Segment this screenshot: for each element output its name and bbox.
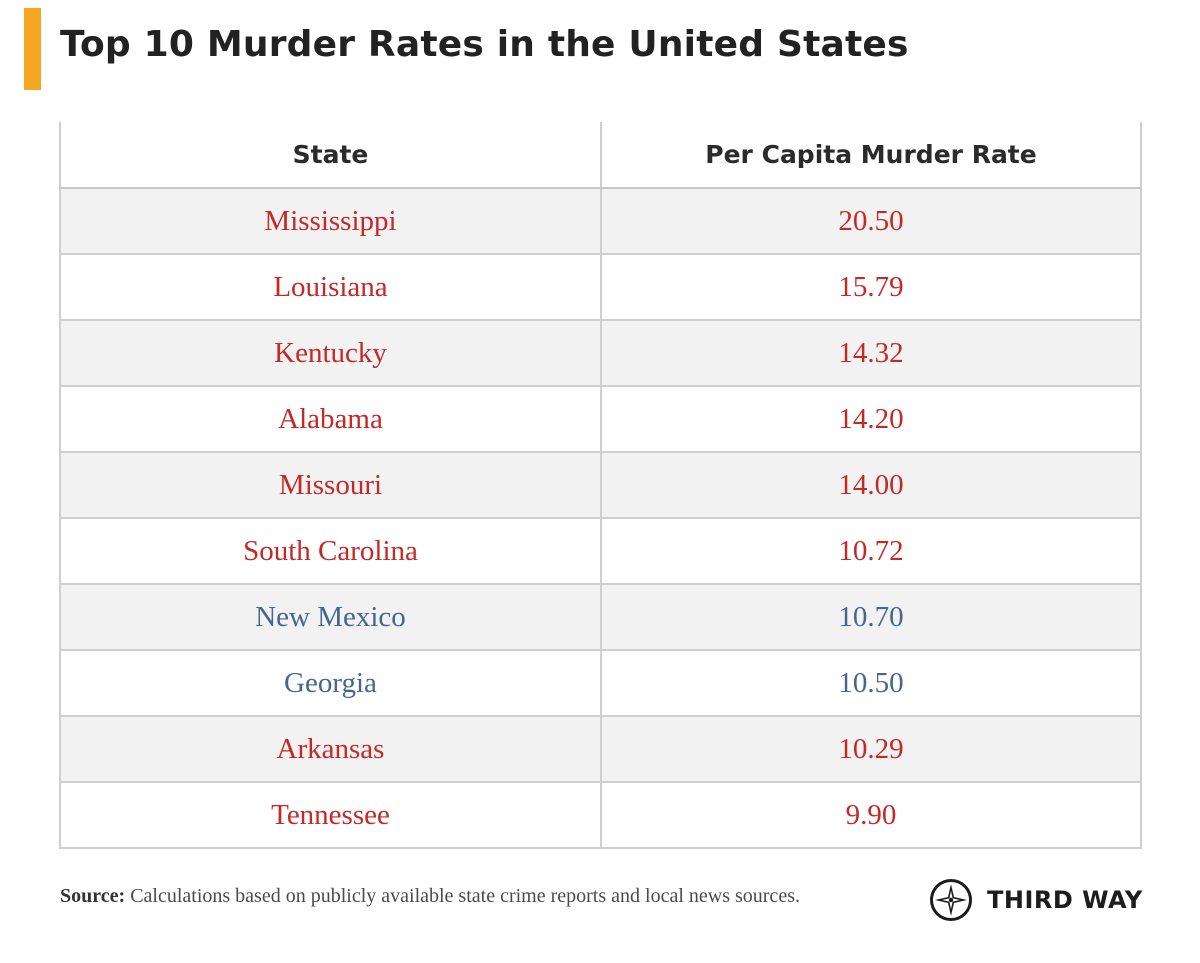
table-row: Tennessee 9.90 (59, 781, 1142, 849)
table-row: New Mexico 10.70 (59, 583, 1142, 651)
page-title: Top 10 Murder Rates in the United States (60, 24, 909, 65)
table-row: Louisiana 15.79 (59, 253, 1142, 321)
rate-cell: 14.00 (600, 451, 1142, 519)
state-cell: Kentucky (59, 319, 602, 387)
table-body: Mississippi 20.50 Louisiana 15.79 Kentucky 14… (59, 187, 1142, 849)
title-accent-bar (24, 8, 41, 90)
rate-cell: 10.29 (600, 715, 1142, 783)
state-cell: Tennessee (59, 781, 602, 849)
state-cell: South Carolina (59, 517, 602, 585)
table-row: Georgia 10.50 (59, 649, 1142, 717)
rate-cell: 9.90 (600, 781, 1142, 849)
rate-cell: 20.50 (600, 187, 1142, 255)
column-header-state: State (59, 122, 602, 189)
third-way-logo: THIRD WAY (929, 877, 1143, 923)
table-header-row: State Per Capita Murder Rate (59, 122, 1142, 189)
table-row: Mississippi 20.50 (59, 187, 1142, 255)
table-row: Missouri 14.00 (59, 451, 1142, 519)
state-cell: Alabama (59, 385, 602, 453)
logo-text: THIRD WAY (987, 886, 1143, 914)
column-header-rate: Per Capita Murder Rate (600, 122, 1142, 189)
state-cell: Arkansas (59, 715, 602, 783)
compass-icon (930, 879, 972, 921)
state-cell: New Mexico (59, 583, 602, 651)
state-cell: Georgia (59, 649, 602, 717)
murder-rate-table: State Per Capita Murder Rate Mississippi… (59, 122, 1142, 849)
state-cell: Louisiana (59, 253, 602, 321)
table-row: Arkansas 10.29 (59, 715, 1142, 783)
table-row: South Carolina 10.72 (59, 517, 1142, 585)
rate-cell: 10.72 (600, 517, 1142, 585)
source-note: Source: Calculations based on publicly a… (60, 885, 800, 908)
rate-cell: 14.32 (600, 319, 1142, 387)
table-row: Alabama 14.20 (59, 385, 1142, 453)
rate-cell: 10.50 (600, 649, 1142, 717)
state-cell: Missouri (59, 451, 602, 519)
rate-cell: 14.20 (600, 385, 1142, 453)
table-row: Kentucky 14.32 (59, 319, 1142, 387)
source-text: Calculations based on publicly available… (125, 885, 800, 907)
state-cell: Mississippi (59, 187, 602, 255)
source-label: Source: (60, 885, 126, 907)
rate-cell: 15.79 (600, 253, 1142, 321)
rate-cell: 10.70 (600, 583, 1142, 651)
